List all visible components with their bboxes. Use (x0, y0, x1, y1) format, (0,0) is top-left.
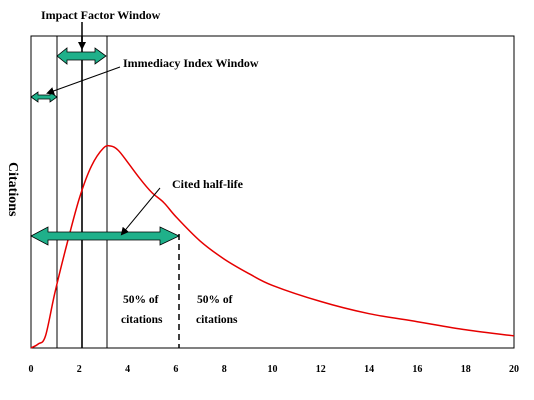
citation-curve (30, 144, 515, 349)
x-tick-label: 18 (461, 364, 471, 375)
x-tick-label: 16 (412, 364, 422, 375)
x-tick-label: 12 (316, 364, 326, 375)
impact-factor-window-label: Impact Factor Window (41, 8, 161, 22)
y-axis-label: Citations (5, 162, 20, 217)
x-tick-label: 0 (29, 364, 34, 375)
cited-half-life-pointer (120, 187, 161, 236)
x-tick-label: 2 (77, 364, 82, 375)
x-tick-label: 4 (125, 364, 130, 375)
immediacy-index-window-label: Immediacy Index Window (123, 56, 259, 70)
x-tick-label: 8 (222, 364, 227, 375)
cited-half-life-arrow (30, 226, 180, 246)
right-half-label-line1: 50% of (197, 294, 233, 306)
x-tick-label: 6 (173, 364, 178, 375)
x-axis-ticks: 0 2 4 6 8 10 12 14 16 18 20 (29, 364, 520, 375)
left-half-label-line1: 50% of (123, 294, 159, 306)
right-half-label-line2: citations (196, 314, 238, 326)
x-tick-label: 10 (268, 364, 278, 375)
cited-half-life-label: Cited half-life (172, 177, 244, 191)
left-half-label-line2: citations (121, 314, 163, 326)
impact-factor-arrow (56, 47, 107, 65)
x-tick-label: 20 (509, 364, 519, 375)
immediacy-index-arrow (30, 91, 58, 103)
impact-factor-window-box (30, 35, 108, 349)
plot-frame (30, 35, 515, 349)
immediacy-index-pointer (46, 66, 121, 95)
x-tick-label: 14 (364, 364, 374, 375)
